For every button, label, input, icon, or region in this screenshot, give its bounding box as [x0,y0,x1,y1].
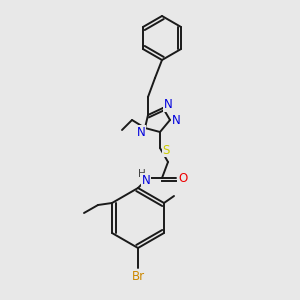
Text: N: N [164,98,172,112]
Text: N: N [142,173,150,187]
Text: H: H [138,169,146,179]
Text: Br: Br [131,269,145,283]
Text: S: S [162,143,170,157]
Text: N: N [172,115,180,128]
Text: O: O [178,172,188,184]
Text: N: N [136,125,146,139]
